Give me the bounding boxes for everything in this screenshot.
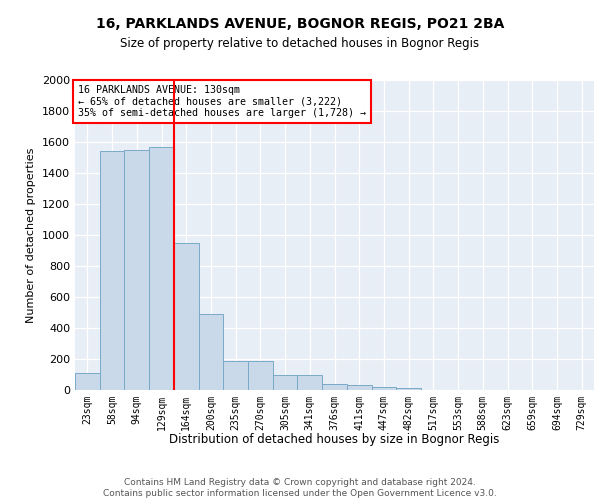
Bar	[199, 314, 223, 390]
Bar	[347, 386, 371, 390]
Bar	[248, 362, 273, 390]
Bar	[273, 374, 298, 390]
Bar	[75, 373, 100, 390]
Bar	[396, 388, 421, 390]
Y-axis label: Number of detached properties: Number of detached properties	[26, 148, 37, 322]
Bar	[149, 146, 174, 390]
Bar	[100, 152, 124, 390]
Text: Size of property relative to detached houses in Bognor Regis: Size of property relative to detached ho…	[121, 38, 479, 51]
Text: 16 PARKLANDS AVENUE: 130sqm
← 65% of detached houses are smaller (3,222)
35% of : 16 PARKLANDS AVENUE: 130sqm ← 65% of det…	[77, 84, 365, 118]
Bar	[124, 150, 149, 390]
Bar	[322, 384, 347, 390]
X-axis label: Distribution of detached houses by size in Bognor Regis: Distribution of detached houses by size …	[169, 433, 500, 446]
Bar	[371, 387, 396, 390]
Text: 16, PARKLANDS AVENUE, BOGNOR REGIS, PO21 2BA: 16, PARKLANDS AVENUE, BOGNOR REGIS, PO21…	[96, 18, 504, 32]
Bar	[223, 362, 248, 390]
Bar	[298, 374, 322, 390]
Text: Contains HM Land Registry data © Crown copyright and database right 2024.
Contai: Contains HM Land Registry data © Crown c…	[103, 478, 497, 498]
Bar	[174, 243, 199, 390]
